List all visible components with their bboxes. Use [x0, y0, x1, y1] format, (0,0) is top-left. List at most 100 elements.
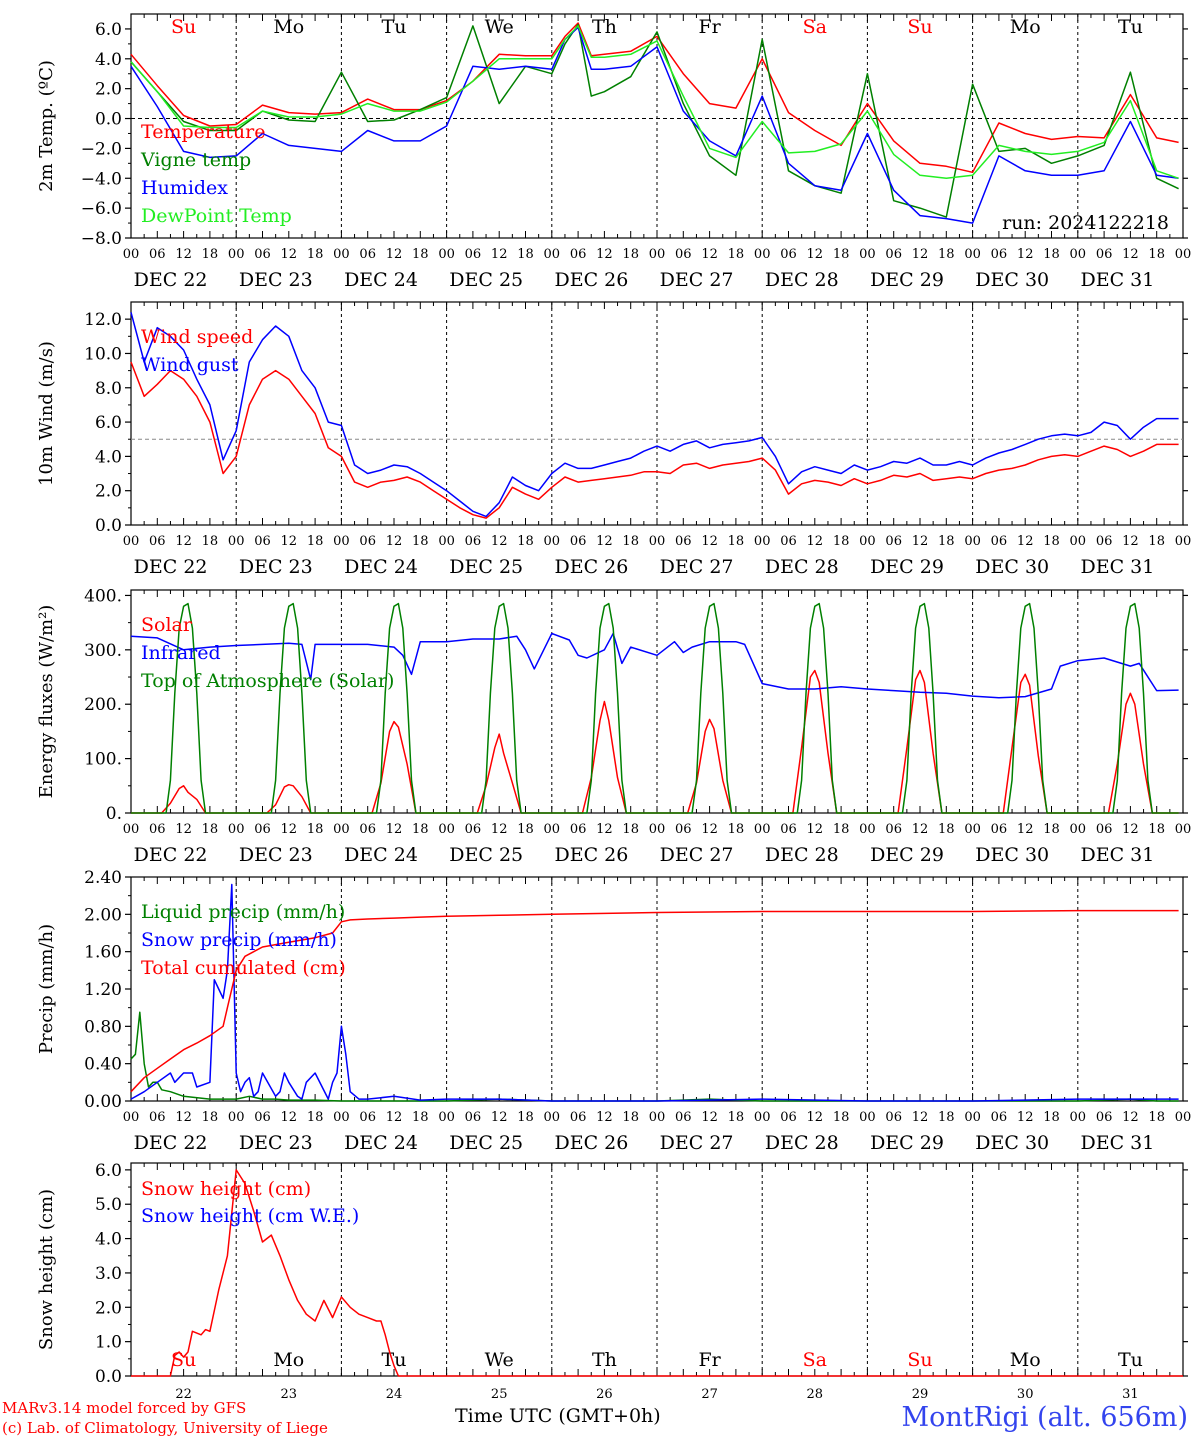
hour-tick-label: 06 — [991, 534, 1008, 549]
y-tick-label: −8.0 — [81, 229, 122, 249]
legend-entry: Vigne temp — [140, 149, 251, 171]
date-label: DEC 23 — [239, 1132, 313, 1154]
hour-tick-label: 18 — [1043, 822, 1060, 837]
y-axis-label: Energy fluxes (W/m²) — [36, 605, 57, 799]
hour-tick-label: 00 — [964, 247, 981, 262]
date-label: DEC 26 — [554, 1132, 628, 1154]
series-line — [130, 25, 1179, 180]
hour-tick-label: 12 — [1017, 1110, 1034, 1125]
day-of-week-label: Su — [907, 16, 932, 38]
hour-tick-label: 18 — [202, 1110, 219, 1125]
hour-tick-label: 18 — [622, 534, 639, 549]
legend-entry: DewPoint Temp — [141, 205, 292, 227]
hour-tick-label: 06 — [570, 1110, 587, 1125]
y-tick-label: 2.0 — [95, 1298, 122, 1318]
hour-tick-label: 12 — [912, 534, 929, 549]
hour-tick-label: 06 — [570, 247, 587, 262]
hour-tick-label: 18 — [622, 247, 639, 262]
hour-tick-label: 12 — [807, 247, 824, 262]
hour-tick-label: 12 — [281, 822, 298, 837]
hour-tick-label: 06 — [885, 1110, 902, 1125]
day-of-week-label: Tu — [382, 16, 407, 38]
hour-tick-label: 00 — [1175, 534, 1192, 549]
y-axis-label: 2m Temp. (ºC) — [36, 60, 57, 192]
series-line — [130, 361, 1179, 519]
day-of-week-label: Su — [171, 16, 196, 38]
date-label: DEC 27 — [660, 1132, 734, 1154]
series-line — [131, 1169, 1183, 1377]
hour-tick-label: 18 — [517, 1110, 534, 1125]
hour-tick-label: 00 — [859, 534, 876, 549]
hour-tick-label: 18 — [728, 247, 745, 262]
legend-entry: Snow height (cm W.E.) — [141, 1205, 359, 1227]
day-number-label: 24 — [386, 1387, 403, 1402]
hour-tick-label: 18 — [307, 822, 324, 837]
day-of-week-label: Tu — [1118, 16, 1143, 38]
hour-tick-label: 06 — [1096, 534, 1113, 549]
y-tick-label: 100. — [84, 750, 122, 770]
date-label: DEC 31 — [1080, 1132, 1154, 1154]
legend-entry: Wind speed — [141, 326, 253, 348]
date-label: DEC 30 — [975, 269, 1049, 291]
legend-entry: Snow height (cm) — [141, 1178, 311, 1200]
hour-tick-label: 06 — [675, 534, 692, 549]
date-label: DEC 29 — [870, 1132, 944, 1154]
y-axis-label: Precip (mm/h) — [36, 924, 57, 1054]
y-tick-label: 0.0 — [95, 516, 122, 536]
hour-tick-label: 06 — [885, 822, 902, 837]
hour-tick-label: 00 — [228, 1110, 245, 1125]
hour-tick-label: 00 — [754, 822, 771, 837]
hour-tick-label: 06 — [149, 247, 166, 262]
day-number-label: 26 — [596, 1387, 613, 1402]
hour-tick-label: 00 — [1070, 534, 1087, 549]
hour-tick-label: 12 — [912, 1110, 929, 1125]
hour-tick-label: 12 — [386, 534, 403, 549]
hour-tick-label: 18 — [622, 1110, 639, 1125]
legend-entry: Humidex — [141, 177, 228, 199]
hour-tick-label: 06 — [359, 247, 376, 262]
day-number-label: 25 — [491, 1387, 508, 1402]
legend-entry: Wind gust — [141, 354, 239, 376]
date-label: DEC 26 — [554, 844, 628, 866]
hour-tick-label: 06 — [1096, 1110, 1113, 1125]
hour-tick-label: 06 — [1096, 247, 1113, 262]
day-number-label: 29 — [912, 1387, 929, 1402]
date-label: DEC 28 — [765, 556, 839, 578]
hour-tick-label: 18 — [412, 247, 429, 262]
hour-tick-label: 12 — [175, 1110, 192, 1125]
hour-tick-label: 18 — [728, 822, 745, 837]
date-label: DEC 23 — [239, 556, 313, 578]
hour-tick-label: 00 — [544, 822, 561, 837]
hour-tick-label: 12 — [281, 1110, 298, 1125]
panel-2: 12.0 10.0 8.0 6.0 4.0 2.0 0.0 10m Wind (m/s) 00 0… — [36, 301, 1192, 578]
y-tick-label: 400. — [84, 586, 122, 606]
hour-tick-label: 00 — [964, 1110, 981, 1125]
series-line — [130, 26, 1179, 224]
day-of-week-label: Tu — [382, 1349, 407, 1371]
hour-tick-label: 18 — [307, 247, 324, 262]
date-label: DEC 28 — [765, 269, 839, 291]
hour-tick-label: 12 — [491, 822, 508, 837]
hour-tick-label: 06 — [254, 1110, 271, 1125]
hour-tick-label: 18 — [938, 247, 955, 262]
hour-tick-label: 12 — [491, 1110, 508, 1125]
hour-tick-label: 06 — [359, 822, 376, 837]
hour-tick-label: 00 — [123, 247, 140, 262]
y-tick-label: −4.0 — [81, 169, 122, 189]
hour-tick-label: 00 — [333, 534, 350, 549]
hour-tick-label: 12 — [1017, 822, 1034, 837]
y-tick-label: 6.0 — [95, 413, 122, 433]
hour-tick-label: 06 — [570, 822, 587, 837]
hour-tick-label: 06 — [254, 247, 271, 262]
y-tick-label: 5.0 — [95, 1195, 122, 1215]
hour-tick-label: 06 — [991, 247, 1008, 262]
hour-tick-label: 18 — [728, 1110, 745, 1125]
hour-tick-label: 18 — [1148, 1110, 1165, 1125]
model-credit: MARv3.14 model forced by GFS — [2, 1399, 247, 1417]
y-tick-label: 0. — [106, 804, 122, 824]
hour-tick-label: 00 — [1070, 1110, 1087, 1125]
hour-tick-label: 00 — [438, 534, 455, 549]
hour-tick-label: 00 — [228, 822, 245, 837]
hour-tick-label: 06 — [465, 822, 482, 837]
